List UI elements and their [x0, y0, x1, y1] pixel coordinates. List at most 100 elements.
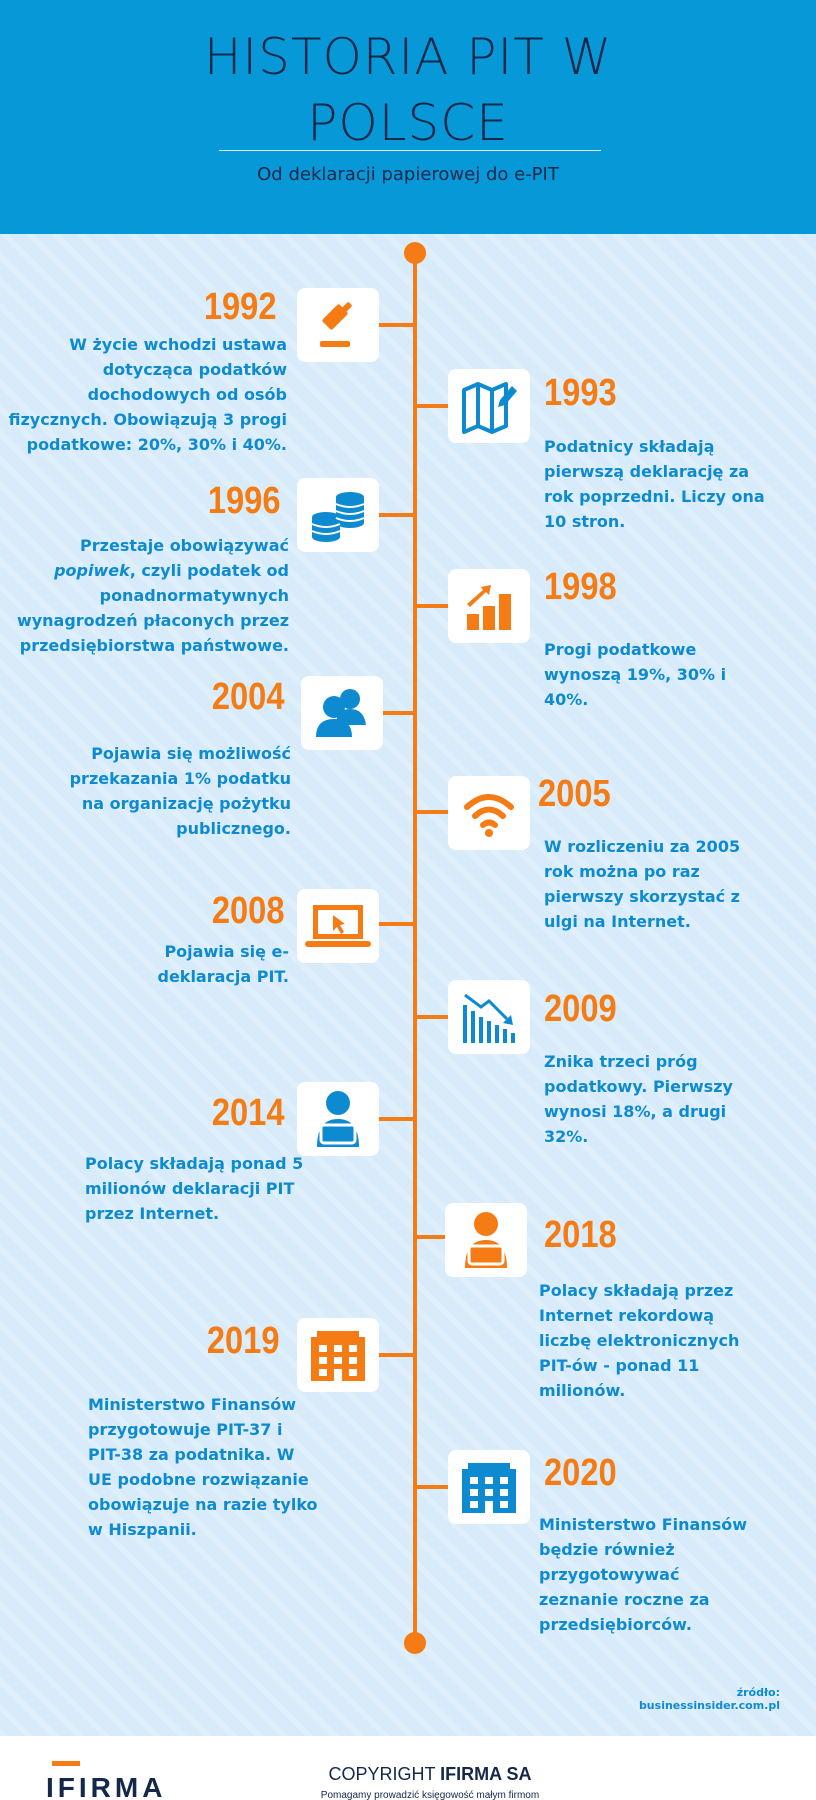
event-description-line: W życie wchodzi ustawa — [69, 335, 287, 354]
timeline-connector — [415, 810, 448, 814]
event-description-line: deklaracja PIT. — [157, 967, 290, 986]
page-subtitle: Od deklaracji papierowej do e-PIT — [257, 164, 559, 185]
event-description-line: przygotowuje PIT-37 i — [88, 1420, 283, 1439]
copyright-prefix: COPYRIGHT — [328, 1764, 441, 1784]
event-description: Przestaje obowiązywać popiwek, czyli poda… — [0, 533, 289, 658]
event-year: 1996 — [208, 480, 281, 522]
event-year: 2005 — [538, 773, 611, 815]
event-description-line: Internet rekordową — [539, 1306, 715, 1325]
wifi-icon — [448, 776, 530, 850]
office-building-icon — [448, 1450, 530, 1524]
event-description-line: 32%. — [544, 1127, 589, 1146]
event-description: W rozliczeniu za 2005 rok można po raz pie… — [544, 834, 784, 934]
title-divider — [219, 150, 601, 151]
event-description-line: publicznego. — [176, 819, 291, 838]
event-year: 2014 — [212, 1092, 285, 1134]
event-description-line: UE podobne rozwiązanie — [88, 1470, 309, 1489]
timeline-start-dot — [404, 242, 426, 264]
event-description-line: pierwszy skorzystać z — [544, 887, 740, 906]
event-description-line: rok poprzedni. Liczy ona — [544, 487, 765, 506]
event-year: 2018 — [544, 1214, 617, 1256]
event-description-line: Polacy składają ponad 5 — [85, 1154, 304, 1173]
timeline-connector — [415, 404, 448, 408]
event-description-line: liczbę elektronicznych — [539, 1331, 740, 1350]
timeline-connector — [379, 922, 415, 926]
event-description: W życie wchodzi ustawa dotycząca podatków… — [0, 332, 287, 457]
event-description: Pojawia się możliwość przekazania 1% poda… — [0, 741, 291, 841]
office-building-icon — [297, 1318, 379, 1392]
event-description-line: podatkowy. Pierwszy — [544, 1077, 733, 1096]
event-description-line: obowiązuje na razie tylko — [88, 1495, 318, 1514]
event-description-line: popiwek, czyli podatek od — [54, 561, 289, 580]
event-description-line: dotycząca podatków — [102, 360, 287, 379]
event-description-line: wynagrodzeń płaconych przez — [16, 611, 289, 630]
event-description-line: milionów deklaracji PIT — [85, 1179, 295, 1198]
event-description-line: fizycznych. Obowiązują 3 progi — [8, 410, 287, 429]
event-description-line: 40%. — [544, 690, 589, 709]
event-description-line: przedsiębiorców. — [539, 1615, 692, 1634]
event-description: Znika trzeci próg podatkowy. Pierwszy wyno… — [544, 1049, 774, 1149]
event-description-line: dochodowych od osób — [87, 385, 287, 404]
timeline-connector — [383, 711, 415, 715]
laptop-icon — [297, 889, 379, 963]
person-laptop-icon — [445, 1203, 527, 1277]
event-year: 2009 — [544, 988, 617, 1030]
growth-chart-icon — [448, 569, 530, 643]
event-description-line: zeznanie roczne za — [539, 1590, 710, 1609]
ifirma-logo: IFIRMA — [46, 1772, 167, 1800]
event-description-line: przekazania 1% podatku — [69, 769, 291, 788]
footer-tagline: Pomagamy prowadzić księgowość małym firm… — [320, 1790, 540, 1800]
event-year: 1998 — [544, 566, 617, 608]
page-title: HISTORIA PIT W POLSCE — [0, 24, 816, 156]
map-pencil-icon — [448, 369, 530, 443]
event-description-line: wynoszą 19%, 30% i — [544, 665, 727, 684]
event-description: Pojawia się e-deklaracja PIT. — [0, 939, 290, 989]
header-banner: HISTORIA PIT W POLSCE Od deklaracji papi… — [0, 0, 816, 234]
timeline-connector — [415, 1485, 448, 1489]
event-description-line: rok można po raz — [544, 862, 700, 881]
event-description-line: wynosi 18%, a drugi — [544, 1102, 727, 1121]
footer — [0, 1736, 816, 1800]
event-description-line: PIT-38 za podatnika. W — [88, 1445, 295, 1464]
event-description-line: W rozliczeniu za 2005 — [544, 837, 741, 856]
event-description: Polacy składają przez Internet rekordową l… — [539, 1278, 779, 1403]
timeline-connector — [379, 323, 415, 327]
title-line-1: HISTORIA PIT W — [203, 28, 613, 86]
timeline-connector — [415, 1015, 448, 1019]
timeline-connector — [415, 604, 448, 608]
timeline-background — [0, 234, 816, 1736]
event-description-line: ulgi na Internet. — [544, 912, 691, 931]
event-description-line: podatkowe: 20%, 30% i 40%. — [26, 435, 287, 454]
event-year: 2004 — [212, 676, 285, 718]
source-note: źródło: businessinsider.com.pl — [638, 1686, 780, 1712]
event-description-line: milionów. — [539, 1381, 626, 1400]
event-description-line: pierwszą deklarację za — [544, 462, 750, 481]
event-description: Ministerstwo Finansów będzie również przyg… — [539, 1512, 779, 1637]
event-description: Progi podatkowe wynoszą 19%, 30% i 40%. — [544, 637, 744, 712]
coins-icon — [297, 478, 379, 552]
event-description-line: na organizację pożytku — [81, 794, 291, 813]
timeline-connector — [379, 1117, 415, 1121]
event-year: 2008 — [212, 890, 285, 932]
timeline-line — [413, 252, 417, 1644]
person-laptop-icon — [297, 1082, 379, 1156]
copyright-brand: IFIRMA SA — [440, 1764, 532, 1784]
event-description-line: przedsiębiorstwa państwowe. — [19, 636, 289, 655]
event-description-line: Ministerstwo Finansów — [539, 1515, 747, 1534]
copyright-text: COPYRIGHT IFIRMA SA — [300, 1764, 560, 1785]
declining-chart-icon — [448, 980, 530, 1054]
timeline-connector — [379, 513, 415, 517]
event-year: 2020 — [544, 1452, 617, 1494]
event-description-line: będzie również — [539, 1540, 675, 1559]
event-year: 1993 — [544, 372, 617, 414]
timeline-connector — [415, 1235, 445, 1239]
timeline-connector — [379, 1353, 415, 1357]
logo-accent — [52, 1761, 80, 1766]
event-description-line: Znika trzeci próg — [544, 1052, 698, 1071]
event-description: Polacy składają ponad 5 milionów deklarac… — [85, 1151, 315, 1226]
event-description-line: w Hiszpanii. — [88, 1520, 197, 1539]
title-line-2: POLSCE — [307, 94, 509, 152]
event-description: Ministerstwo Finansów przygotowuje PIT-37… — [88, 1392, 328, 1542]
event-description-line: Progi podatkowe — [544, 640, 697, 659]
event-year: 2019 — [207, 1320, 280, 1362]
